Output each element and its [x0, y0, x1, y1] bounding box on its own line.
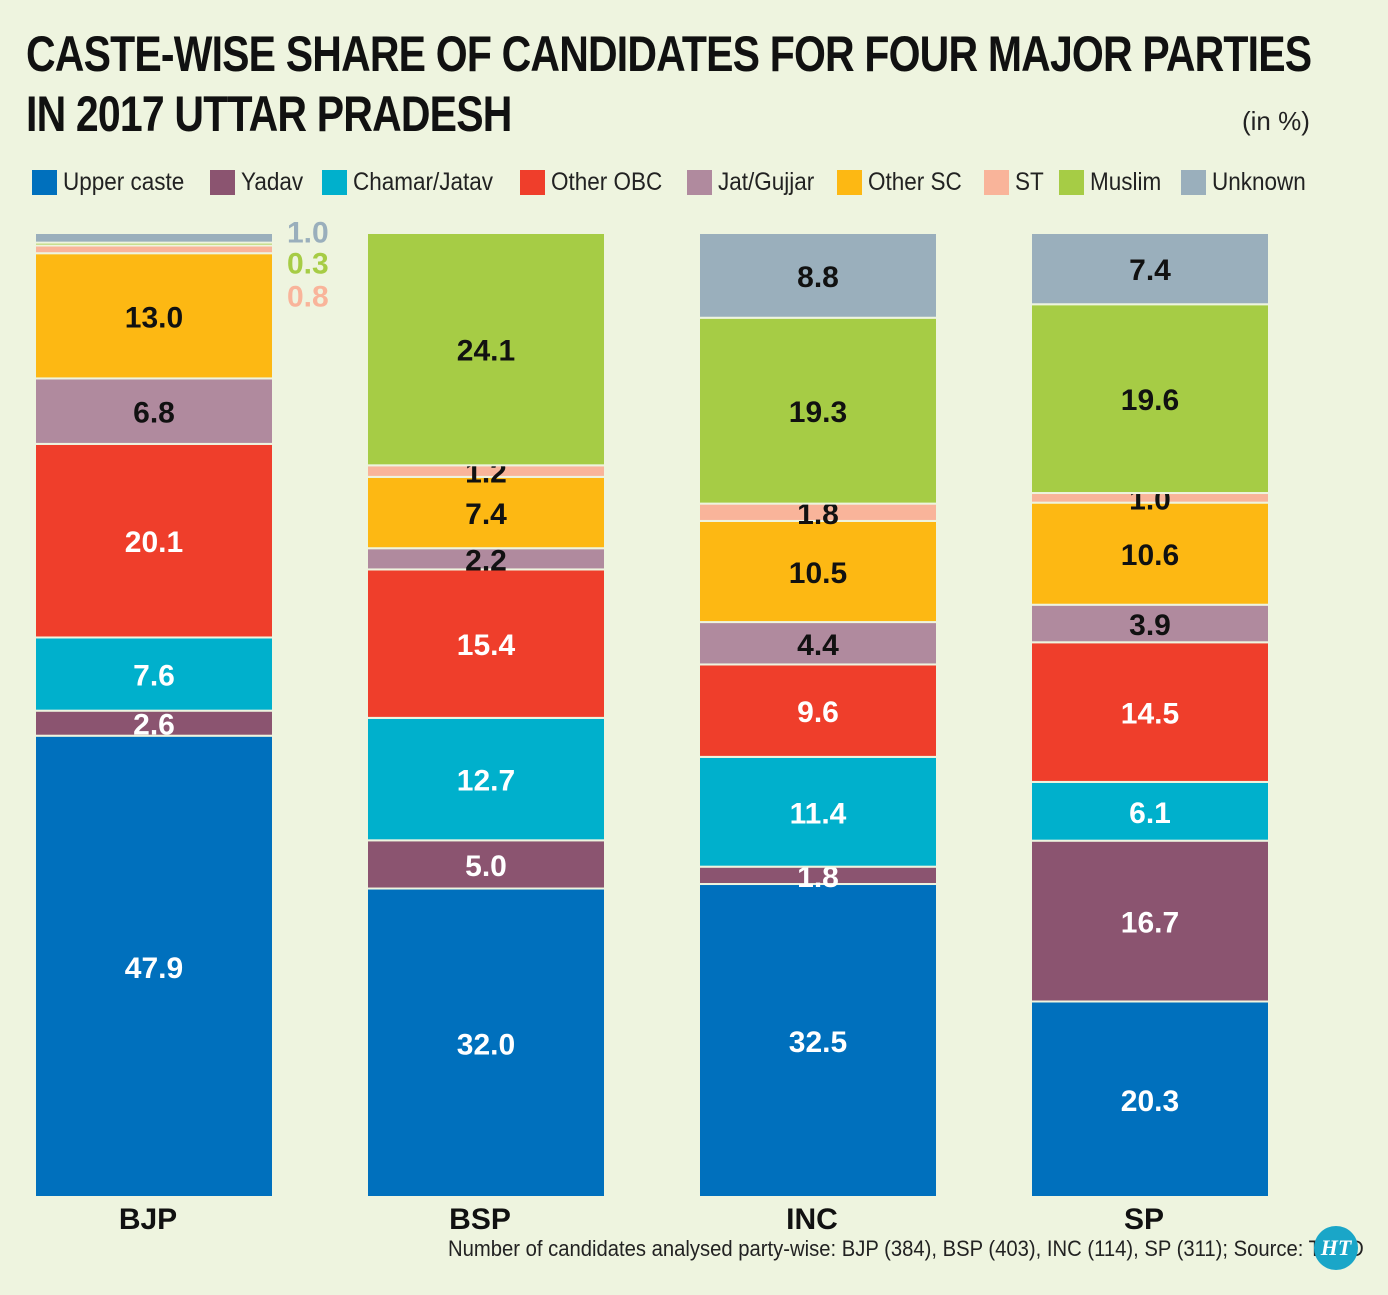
legend-item: Jat/Gujjar: [687, 168, 819, 197]
data-label: 10.5: [789, 557, 847, 590]
legend: Upper caste Yadav Chamar/Jatav Other OBC Jat…: [32, 164, 1329, 200]
legend-swatch: [984, 169, 1010, 195]
bar-segment-yadav: [366, 839, 606, 890]
bar-segment-jat-gujjar: [1030, 603, 1270, 644]
bar-segment-other-sc: [366, 475, 606, 550]
ht-logo: HT: [1314, 1226, 1358, 1270]
data-label: 19.6: [1121, 384, 1179, 417]
legend-label: Other OBC: [551, 167, 663, 196]
category-label: SP: [1124, 1203, 1164, 1236]
outside-data-label: 0.3: [287, 248, 329, 281]
data-label: 5.0: [465, 850, 507, 883]
data-label: 13.0: [125, 301, 183, 334]
bar-segment-chamar-jatav: [34, 636, 274, 712]
data-label: 10.6: [1121, 539, 1179, 572]
legend-item: Upper caste: [32, 168, 192, 197]
data-label: 19.3: [789, 396, 847, 429]
legend-label: ST: [1015, 167, 1045, 196]
legend-label: Jat/Gujjar: [718, 167, 815, 196]
bar-segment-other-obc: [698, 663, 938, 758]
data-label: 8.8: [797, 261, 839, 294]
bar-bjp: 47.9 2.6 7.6 20.1 6.8 13.0: [34, 232, 274, 1199]
legend-swatch: [32, 169, 57, 195]
legend-item: Unknown: [1181, 168, 1310, 197]
bar-segment-other-obc: [34, 442, 274, 639]
bar-segment-upper-caste: [366, 887, 606, 1199]
legend-label: Unknown: [1212, 167, 1307, 196]
bar-bsp: 32.05.012.715.42.27.41.224.1: [366, 232, 606, 1199]
legend-item: Other OBC: [520, 168, 669, 197]
data-label: 7.6: [133, 660, 175, 693]
legend-swatch: [209, 169, 235, 195]
category-label: BJP: [119, 1203, 177, 1236]
legend-label: Yadav: [240, 167, 303, 196]
bar-segment-muslim: [366, 232, 606, 467]
category-label: BSP: [449, 1203, 511, 1236]
legend-item: Muslim: [1059, 168, 1163, 197]
legend-label: Muslim: [1090, 167, 1162, 196]
data-label: 24.1: [457, 335, 515, 368]
legend-item: ST: [984, 167, 1045, 197]
data-label: 15.4: [457, 629, 516, 662]
legend-swatch: [1059, 169, 1085, 195]
data-label: 3.9: [1129, 609, 1171, 642]
bar-segment-upper-caste: [1030, 1000, 1270, 1198]
bar-inc: 32.51.811.49.64.410.51.819.38.8: [698, 232, 938, 1198]
source-footnote: Number of candidates analysed party-wise…: [448, 1236, 1364, 1261]
legend-label: Other SC: [868, 167, 962, 196]
data-label: 20.3: [1121, 1085, 1179, 1118]
data-label: 4.4: [797, 629, 839, 662]
bar-segment-muslim: [1030, 303, 1270, 495]
bar-sp: 20.316.76.114.53.910.61.019.67.4: [1030, 232, 1270, 1198]
data-label: 16.7: [1121, 907, 1179, 940]
bar-segment-other-sc: [698, 519, 938, 624]
bar-segment-unknown: [698, 232, 938, 319]
data-label: 47.9: [125, 952, 183, 985]
bar-segment-other-obc: [366, 568, 606, 719]
bar-segment-upper-caste: [34, 734, 274, 1199]
legend-item: Yadav: [209, 167, 304, 197]
data-label: 12.7: [457, 765, 515, 798]
bar-segment-upper-caste: [698, 883, 938, 1198]
outside-data-label: 0.8: [287, 281, 329, 314]
legend-label: Chamar/Jatav: [352, 167, 493, 196]
data-label: 32.5: [789, 1026, 847, 1059]
bar-segment-other-sc: [1030, 501, 1270, 606]
bar-segment-other-sc: [34, 252, 274, 380]
data-label: 7.4: [465, 498, 507, 531]
data-label: 2.2: [465, 544, 507, 577]
legend-swatch: [687, 169, 713, 195]
data-label: 2.6: [133, 709, 175, 742]
legend-item: Chamar/Jatav: [321, 167, 503, 197]
data-label: 6.8: [133, 397, 175, 430]
chart-title-line2: IN 2017 UTTAR PRADESH: [26, 86, 512, 142]
data-label: 7.4: [1129, 254, 1171, 287]
legend-swatch: [1181, 169, 1207, 195]
data-label: 20.1: [125, 526, 183, 559]
category-label: INC: [786, 1203, 838, 1236]
bar-segment-yadav: [1030, 839, 1270, 1003]
data-label: 32.0: [457, 1028, 515, 1061]
bar-segment-muslim: [698, 316, 938, 505]
bar-segment-chamar-jatav: [1030, 780, 1270, 842]
legend-label: Upper caste: [63, 167, 185, 196]
outside-data-label: 1.0: [287, 217, 329, 250]
data-label: 9.6: [797, 696, 839, 729]
bar-segment-other-obc: [1030, 641, 1270, 783]
legend-item: Other SC: [837, 168, 966, 197]
legend-swatch: [837, 169, 863, 195]
data-label: 11.4: [790, 797, 847, 830]
bar-segment-unknown: [34, 232, 274, 244]
unit-label: (in %): [1242, 106, 1310, 136]
data-label: 14.5: [1121, 698, 1179, 731]
bar-segment-unknown: [1030, 232, 1270, 306]
bar-segment-st: [34, 244, 274, 255]
data-label: 6.1: [1129, 797, 1171, 830]
legend-swatch: [321, 169, 347, 195]
stacked-bar-chart: 47.9 2.6 7.6 20.1 6.8 13.0 BJP 32.0 5.0 12.7 15.4 2…: [34, 217, 1270, 1236]
legend-swatch: [520, 169, 546, 195]
